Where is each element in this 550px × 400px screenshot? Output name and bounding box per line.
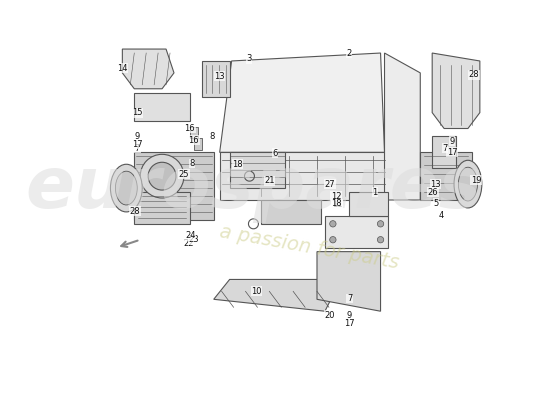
- Circle shape: [329, 236, 336, 243]
- Text: 9: 9: [135, 132, 140, 141]
- Text: 16: 16: [189, 136, 199, 145]
- Polygon shape: [325, 216, 388, 248]
- Text: 5: 5: [433, 199, 439, 208]
- Text: 23: 23: [189, 235, 199, 244]
- Text: 10: 10: [251, 287, 262, 296]
- Polygon shape: [134, 93, 190, 120]
- Text: 20: 20: [324, 311, 335, 320]
- Polygon shape: [134, 152, 214, 220]
- Ellipse shape: [111, 164, 142, 212]
- Polygon shape: [432, 53, 480, 128]
- Text: 8: 8: [209, 132, 214, 141]
- Ellipse shape: [458, 167, 477, 201]
- Polygon shape: [349, 192, 388, 216]
- Text: 27: 27: [325, 180, 336, 189]
- Text: 4: 4: [438, 210, 443, 220]
- Text: 12: 12: [331, 192, 342, 200]
- Polygon shape: [134, 192, 190, 224]
- Bar: [194, 138, 202, 150]
- Circle shape: [329, 221, 336, 227]
- Text: 17: 17: [132, 140, 143, 149]
- Text: 13: 13: [430, 180, 441, 189]
- Bar: [202, 61, 229, 97]
- Text: 9: 9: [347, 311, 352, 320]
- Circle shape: [377, 221, 384, 227]
- Text: a passion for parts: a passion for parts: [218, 222, 400, 273]
- Text: 7: 7: [347, 294, 352, 303]
- Text: 16: 16: [185, 124, 195, 133]
- Polygon shape: [420, 152, 472, 200]
- Circle shape: [148, 162, 176, 190]
- Text: 25: 25: [179, 170, 189, 179]
- Text: 28: 28: [130, 207, 140, 216]
- Text: 9: 9: [449, 137, 455, 146]
- Circle shape: [140, 154, 184, 198]
- Bar: [432, 136, 456, 168]
- Polygon shape: [219, 152, 384, 200]
- Ellipse shape: [454, 160, 482, 208]
- Bar: [190, 126, 198, 138]
- Text: 15: 15: [132, 108, 142, 117]
- Text: 13: 13: [214, 72, 225, 80]
- Polygon shape: [214, 280, 341, 311]
- Text: 6: 6: [273, 149, 278, 158]
- Text: 1: 1: [372, 188, 377, 196]
- Text: 2: 2: [346, 48, 351, 58]
- Text: 18: 18: [232, 160, 243, 169]
- Polygon shape: [317, 252, 381, 311]
- Text: 7: 7: [442, 144, 448, 153]
- Polygon shape: [219, 53, 384, 152]
- Text: 3: 3: [246, 54, 251, 64]
- Ellipse shape: [116, 171, 138, 205]
- Text: 8: 8: [189, 159, 195, 168]
- Text: 7: 7: [135, 144, 140, 153]
- Text: 18: 18: [332, 200, 342, 208]
- Text: 26: 26: [428, 188, 438, 196]
- Text: 28: 28: [469, 70, 479, 79]
- Polygon shape: [122, 49, 174, 89]
- Text: 24: 24: [185, 231, 196, 240]
- Text: 14: 14: [117, 64, 128, 73]
- Text: 17: 17: [447, 148, 458, 157]
- Polygon shape: [229, 152, 285, 188]
- Text: eurospares: eurospares: [25, 154, 482, 222]
- Polygon shape: [261, 200, 321, 224]
- Text: 22: 22: [184, 239, 194, 248]
- Circle shape: [377, 236, 384, 243]
- Polygon shape: [384, 53, 420, 200]
- Text: 19: 19: [471, 176, 481, 185]
- Text: 11: 11: [332, 200, 342, 209]
- Text: 21: 21: [264, 176, 274, 186]
- Text: 17: 17: [344, 319, 355, 328]
